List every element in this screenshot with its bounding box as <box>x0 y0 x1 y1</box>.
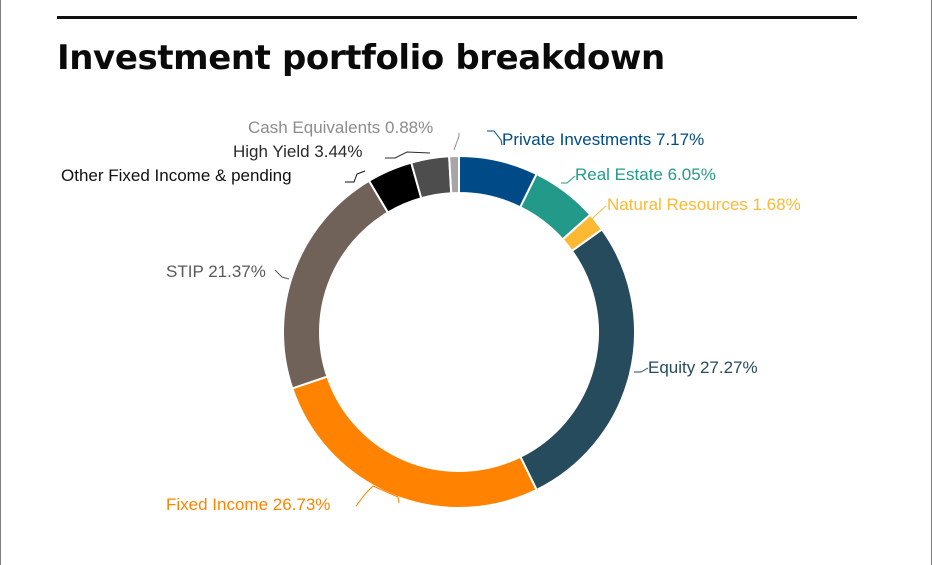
leader-line-other-fixed-income-and-pending <box>345 170 366 183</box>
chart-data-labels: Private Investments 7.17% Real Estate 6.0… <box>61 118 801 514</box>
chart-leader-lines <box>274 130 649 507</box>
slice-cash-equivalents <box>448 155 460 195</box>
leader-line-real-estate <box>561 175 576 184</box>
data-label-private-investments: Private Investments 7.17% <box>502 130 704 149</box>
data-label-cash-equivalents: Cash Equivalents 0.88% <box>248 118 433 137</box>
data-label-equity: Equity 27.27% <box>648 358 758 377</box>
leader-line-private-investments <box>487 130 503 146</box>
slice-equity <box>519 228 636 491</box>
leader-line-equity <box>634 367 649 373</box>
chart-slices <box>282 155 636 509</box>
title-rule <box>57 16 857 19</box>
data-label-real-estate: Real Estate 6.05% <box>575 165 716 184</box>
data-label-stip: STIP 21.37% <box>166 262 266 281</box>
leader-line-natural-resources <box>590 205 607 221</box>
leader-line-high-yield <box>385 151 431 159</box>
leader-line-stip <box>274 269 290 280</box>
data-label-fixed-income: Fixed Income 26.73% <box>166 495 330 514</box>
data-label-natural-resources: Natural Resources 1.68% <box>607 195 801 214</box>
data-label-high-yield: High Yield 3.44% <box>233 142 362 161</box>
slice-stip <box>282 179 389 390</box>
leader-line-fixed-income <box>355 485 400 507</box>
slice-fixed-income <box>291 375 538 509</box>
data-label-other-fixed-income-and-pending: Other Fixed Income & pending <box>61 166 292 185</box>
page-title: Investment portfolio breakdown <box>57 38 665 78</box>
leader-line-cash-equivalents <box>453 133 460 151</box>
